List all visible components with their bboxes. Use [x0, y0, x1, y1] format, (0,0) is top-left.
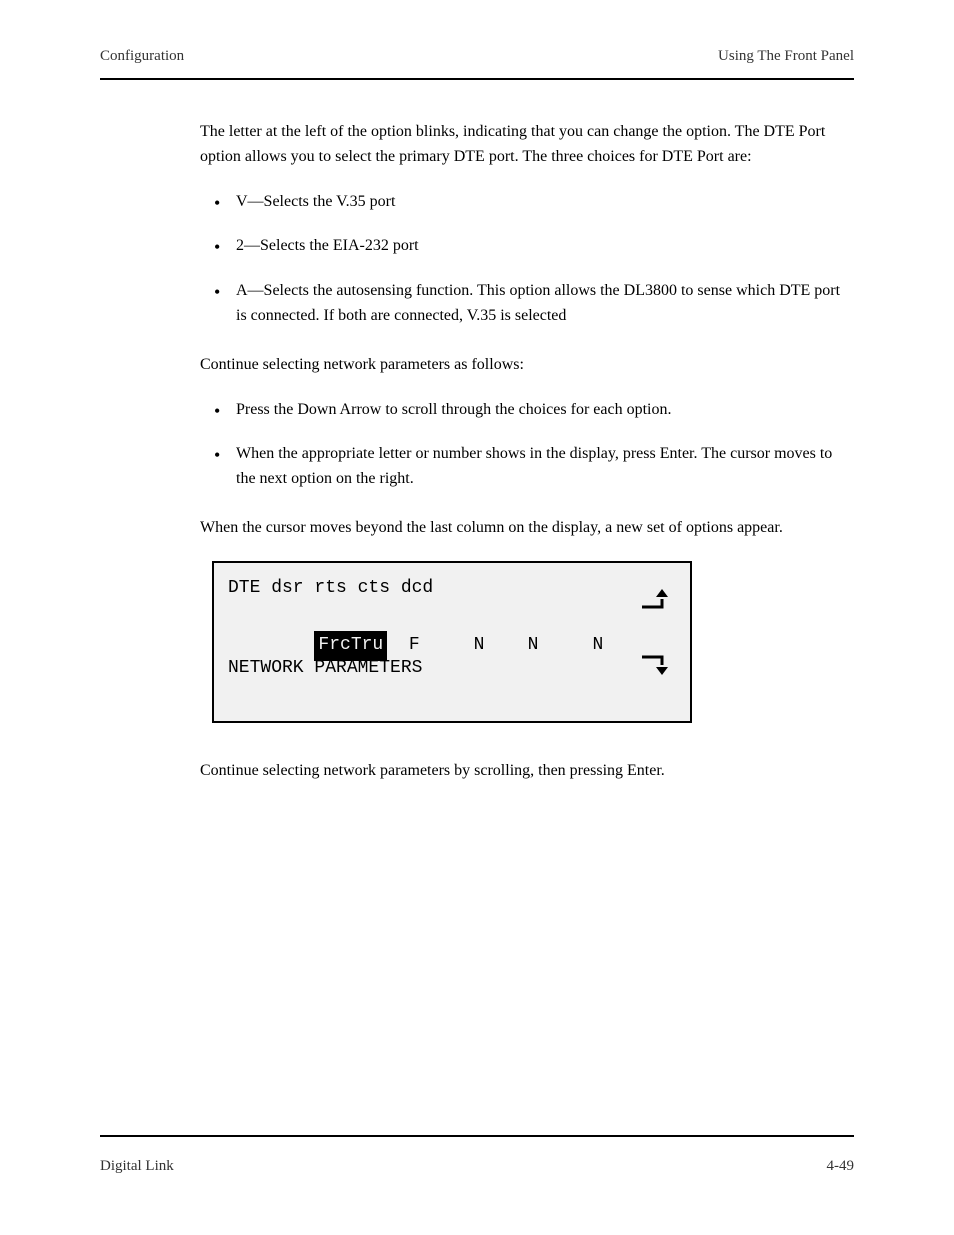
header-subtitle: Using The Front Panel [718, 48, 854, 65]
dte-choice-list: V—Selects the V.35 port 2—Selects the EI… [200, 190, 854, 329]
header-divider [100, 78, 854, 80]
header-section-title: Configuration [100, 48, 184, 65]
lcd-intro-paragraph: When the cursor moves beyond the last co… [200, 516, 854, 541]
footer-divider [100, 1135, 854, 1137]
footer-page-number: 4-49 [827, 1158, 855, 1175]
lcd-line-1: DTE dsr rts cts dcd [228, 575, 630, 603]
dte-choice-item: 2—Selects the EIA-232 port [200, 234, 854, 259]
steps-intro: Continue selecting network parameters as… [200, 353, 854, 378]
step-item: When the appropriate letter or number sh… [200, 442, 854, 492]
lcd-line-2-rest: F N N N [387, 635, 603, 655]
page: { "header": { "left": "Configuration", "… [0, 0, 954, 1235]
lcd-line-3: NETWORK PARAMETERS [228, 655, 630, 683]
lcd-line-2: FrcTru F N N N [228, 603, 630, 627]
intro-paragraph: The letter at the left of the option bli… [200, 120, 854, 170]
steps-list: Press the Down Arrow to scroll through t… [200, 398, 854, 492]
after-lcd-paragraph: Continue selecting network parameters by… [200, 759, 854, 784]
footer-brand: Digital Link [100, 1158, 174, 1175]
dte-choice-item: V—Selects the V.35 port [200, 190, 854, 215]
dte-choice-item: A—Selects the autosensing function. This… [200, 279, 854, 329]
lcd-screen: DTE dsr rts cts dcd FrcTru F N N N NETWO… [212, 561, 692, 723]
page-footer: Digital Link 4-49 [100, 1158, 854, 1175]
arrow-turn-up-icon [638, 585, 672, 613]
arrow-turn-down-icon [638, 651, 672, 679]
page-header: Configuration Using The Front Panel [100, 48, 854, 65]
step-item: Press the Down Arrow to scroll through t… [200, 398, 854, 423]
content-body: The letter at the left of the option bli… [200, 120, 854, 804]
